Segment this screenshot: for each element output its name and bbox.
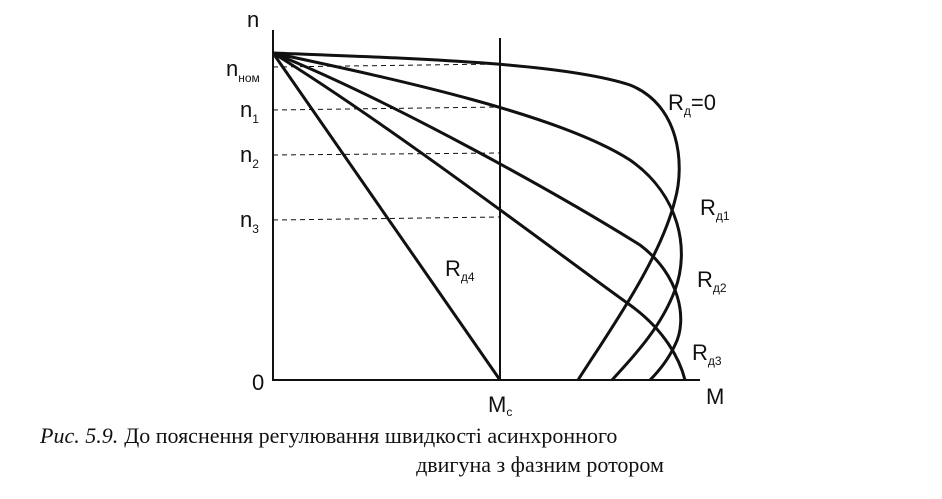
curve-label: Rд3 xyxy=(692,340,722,368)
level-label: nном xyxy=(226,56,260,85)
label-sub: c xyxy=(506,405,512,419)
x-axis-label: M xyxy=(706,384,724,409)
label-main: R xyxy=(697,267,713,292)
caption-text: До пояснення регулювання швидкості асинх… xyxy=(124,423,617,448)
curve xyxy=(272,51,681,381)
curve xyxy=(272,51,687,381)
level-line xyxy=(272,152,501,156)
label-main: R xyxy=(445,256,461,281)
y-axis-label: n xyxy=(247,7,259,32)
torque-label: Mc xyxy=(488,392,512,419)
curve-label: Rд1 xyxy=(700,195,730,223)
level-label: n1 xyxy=(240,97,259,126)
label-suffix: =0 xyxy=(691,90,716,115)
label-sub: д3 xyxy=(708,354,722,368)
label-main: n xyxy=(240,207,252,232)
curve xyxy=(272,51,683,382)
level-line xyxy=(272,216,501,221)
curve-label: Rд2 xyxy=(697,267,727,295)
caption-line: Рис. 5.9. До пояснення регулювання швидко… xyxy=(39,423,617,448)
label-main: M xyxy=(488,392,506,417)
label-main: R xyxy=(700,195,716,220)
label-sub: 1 xyxy=(252,112,259,126)
level-label: n3 xyxy=(240,207,259,236)
label-sub: ном xyxy=(238,71,260,85)
label-sub: 3 xyxy=(252,222,259,236)
curve-label: Rд=0 xyxy=(668,90,716,118)
level-label: n2 xyxy=(240,142,259,171)
label-sub: д xyxy=(684,104,691,118)
origin-label: 0 xyxy=(252,370,264,395)
level-line xyxy=(272,106,501,111)
label-sub: д2 xyxy=(713,281,727,295)
curve xyxy=(271,52,502,381)
label-sub: д4 xyxy=(461,270,475,284)
label-main: n xyxy=(240,97,252,122)
label-main: R xyxy=(668,90,684,115)
level-line xyxy=(272,63,501,68)
label-main: n xyxy=(226,56,238,81)
label-main: R xyxy=(692,340,708,365)
label-sub: 2 xyxy=(252,157,259,171)
caption-line: двигуна з фазним ротором xyxy=(416,452,664,477)
label-sub: д1 xyxy=(716,209,730,223)
label-main: n xyxy=(240,142,252,167)
curve-label: Rд4 xyxy=(445,256,475,284)
caption-number: Рис. 5.9. xyxy=(39,423,118,448)
